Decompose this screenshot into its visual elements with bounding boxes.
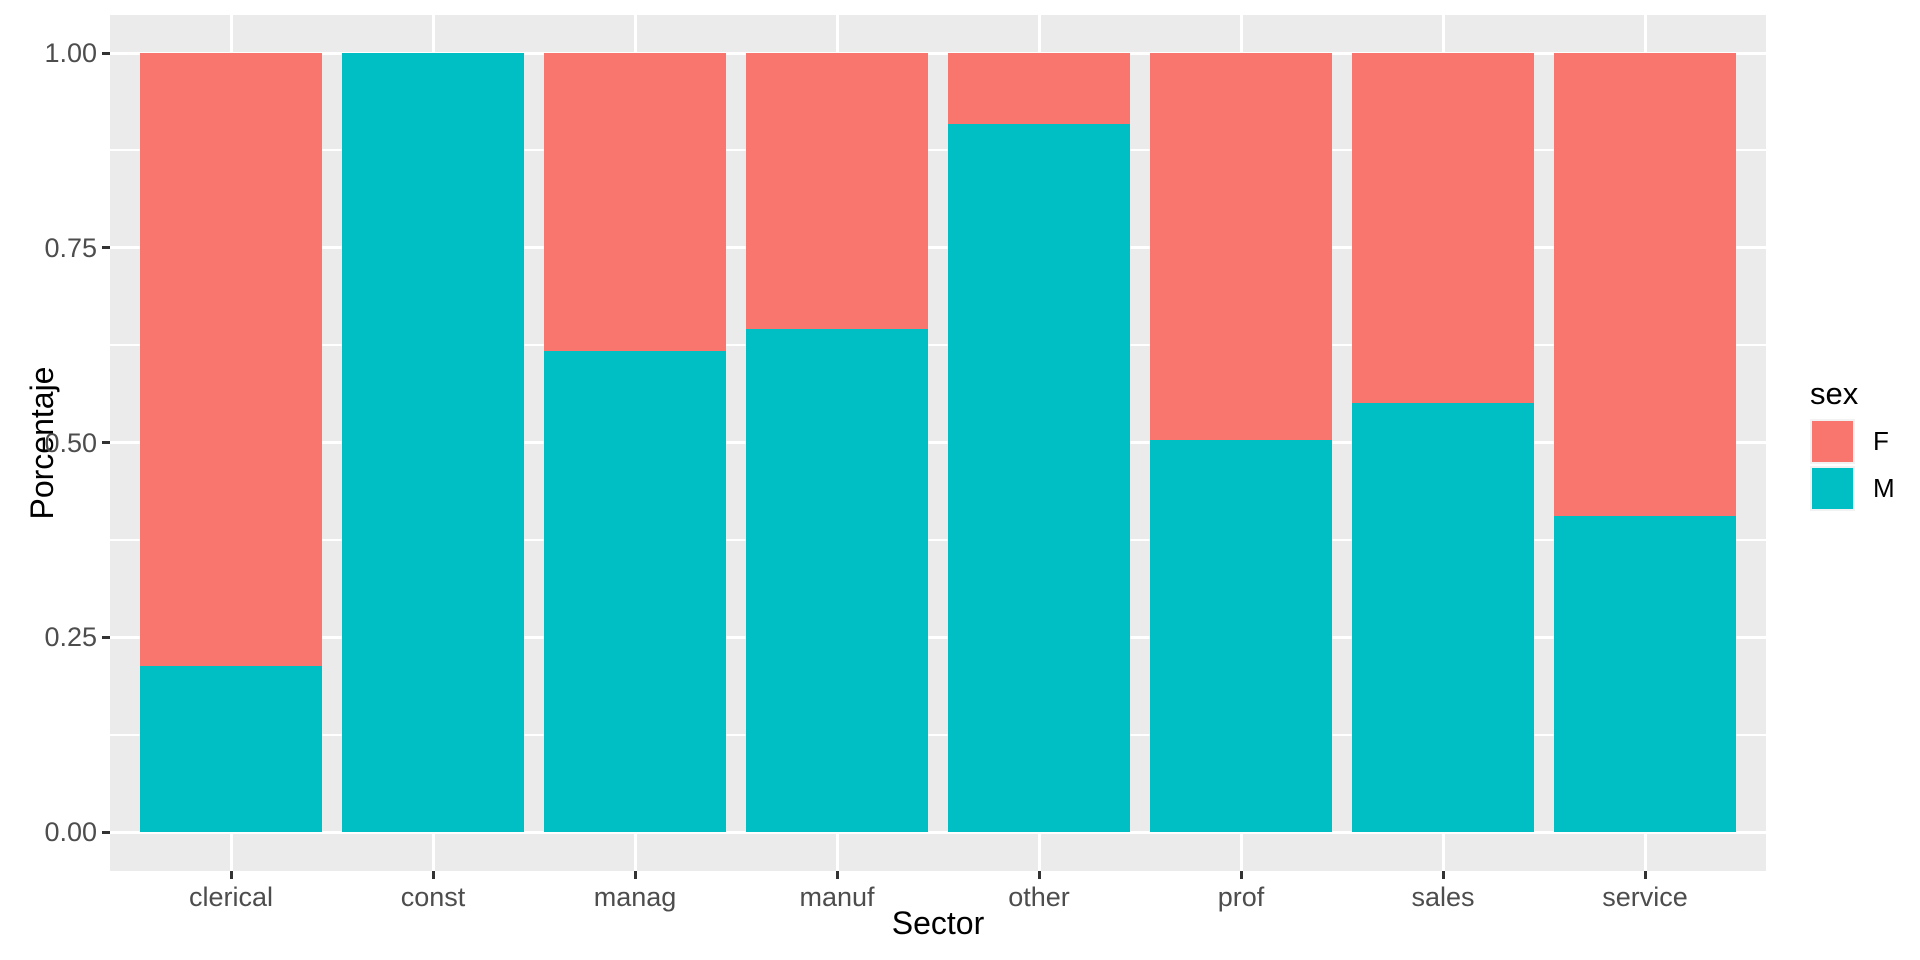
x-tick bbox=[229, 871, 233, 879]
x-tick bbox=[431, 871, 435, 879]
bar-clerical-M bbox=[140, 666, 322, 832]
vertical-gridline bbox=[1441, 832, 1445, 871]
vertical-gridline bbox=[1037, 832, 1041, 871]
vertical-gridline bbox=[1643, 832, 1647, 871]
vertical-gridline bbox=[1239, 15, 1243, 53]
legend-label-F: F bbox=[1873, 426, 1889, 456]
major-gridline bbox=[110, 635, 1766, 639]
x-tick bbox=[633, 871, 637, 879]
minor-gridline bbox=[110, 538, 1766, 541]
bar-other-F bbox=[948, 53, 1130, 124]
y-tick-label: 0.50 bbox=[44, 427, 97, 458]
x-tick bbox=[1643, 871, 1647, 879]
x-tick-label-prof: prof bbox=[1217, 882, 1265, 912]
x-tick-label-manuf: manuf bbox=[799, 882, 875, 912]
y-tick-label: 0.25 bbox=[44, 622, 97, 653]
legend-entry-M: M bbox=[1810, 466, 1895, 511]
x-tick-label-const: const bbox=[400, 882, 466, 912]
legend-swatch-F-icon bbox=[1810, 419, 1855, 464]
bar-sales-M bbox=[1352, 402, 1534, 832]
bar-service-M bbox=[1554, 515, 1736, 832]
bar-sales-F bbox=[1352, 53, 1534, 403]
major-gridline bbox=[110, 441, 1766, 444]
x-tick-label-other: other bbox=[1008, 882, 1070, 912]
y-tick-label: 0.00 bbox=[44, 817, 97, 847]
vertical-gridline bbox=[229, 832, 233, 871]
x-tick-label-sales: sales bbox=[1411, 882, 1475, 912]
vertical-gridline bbox=[633, 832, 637, 871]
vertical-gridline bbox=[1239, 832, 1243, 871]
x-tick-label-clerical: clerical bbox=[188, 882, 274, 912]
vertical-gridline bbox=[1037, 15, 1041, 53]
minor-gridline bbox=[110, 344, 1766, 347]
y-tick bbox=[102, 441, 110, 444]
x-tick bbox=[1239, 871, 1243, 879]
x-tick-label-service: service bbox=[1602, 882, 1688, 912]
bar-clerical-F bbox=[140, 53, 322, 667]
bar-service-F bbox=[1554, 53, 1736, 516]
vertical-gridline bbox=[835, 832, 839, 871]
y-tick-label: 0.75 bbox=[44, 232, 97, 263]
bar-manuf-M bbox=[746, 328, 928, 832]
vertical-gridline bbox=[229, 15, 233, 53]
bar-other-M bbox=[948, 123, 1130, 832]
y-tick bbox=[102, 246, 110, 250]
x-tick-label-manag: manag bbox=[593, 882, 677, 912]
legend: sex F M bbox=[1810, 377, 1895, 513]
vertical-gridline bbox=[431, 832, 435, 871]
minor-gridline bbox=[110, 733, 1766, 736]
bar-manuf-F bbox=[746, 53, 928, 329]
x-tick bbox=[835, 871, 839, 879]
vertical-gridline bbox=[1643, 15, 1647, 53]
x-tick bbox=[1037, 871, 1041, 879]
y-tick bbox=[102, 635, 110, 639]
vertical-gridline bbox=[835, 15, 839, 53]
legend-label-M: M bbox=[1873, 473, 1895, 503]
bar-prof-F bbox=[1150, 53, 1332, 441]
legend-entry-F: F bbox=[1810, 419, 1895, 464]
bar-const-M bbox=[342, 53, 524, 832]
bar-prof-M bbox=[1150, 440, 1332, 832]
y-tick bbox=[102, 830, 110, 834]
x-tick bbox=[1441, 871, 1445, 879]
x-axis-title: Sector bbox=[891, 905, 985, 941]
vertical-gridline bbox=[633, 15, 637, 53]
vertical-gridline bbox=[431, 15, 435, 53]
plot-panel bbox=[110, 15, 1766, 871]
major-gridline bbox=[110, 51, 1766, 55]
bar-manag-F bbox=[544, 53, 726, 352]
legend-title: sex bbox=[1810, 376, 1859, 411]
minor-gridline bbox=[110, 149, 1766, 152]
y-tick bbox=[102, 51, 110, 55]
legend-swatch-M-icon bbox=[1810, 466, 1855, 511]
bar-manag-M bbox=[544, 351, 726, 832]
major-gridline bbox=[110, 830, 1766, 834]
major-gridline bbox=[110, 246, 1766, 250]
y-tick-label: 1.00 bbox=[44, 38, 97, 68]
vertical-gridline bbox=[1441, 15, 1445, 53]
